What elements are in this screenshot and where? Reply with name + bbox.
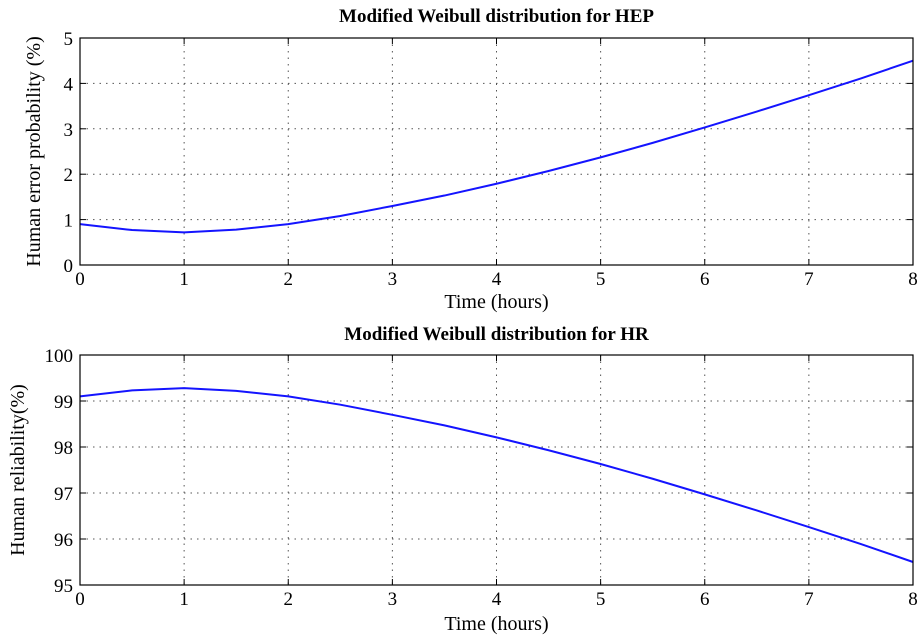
x-tick-label: 1: [179, 589, 189, 610]
x-tick-label: 6: [700, 589, 710, 610]
y-tick-label: 2: [64, 165, 74, 186]
x-tick-label: 4: [492, 269, 502, 290]
x-tick-label: 0: [75, 269, 85, 290]
x-tick-label: 6: [700, 269, 710, 290]
series-line-1: [79, 387, 914, 563]
plot-frame: [79, 354, 914, 586]
x-tick-label: 0: [75, 589, 85, 610]
x-tick-label: 8: [908, 589, 918, 610]
y-tick-label: 96: [54, 530, 73, 551]
x-tick-label: 5: [596, 589, 606, 610]
x-tick-label: 1: [179, 269, 189, 290]
y-axis-label: Human error probability (%): [23, 36, 45, 266]
y-tick-label: 100: [45, 346, 74, 367]
y-tick-label: 95: [54, 576, 73, 597]
x-axis-label: Time (hours): [444, 291, 548, 313]
y-tick-label: 1: [64, 211, 74, 232]
y-tick-label: 4: [64, 74, 74, 95]
x-tick-label: 8: [908, 269, 918, 290]
x-tick-label: 3: [388, 269, 398, 290]
x-tick-label: 3: [388, 589, 398, 610]
x-tick-label: 7: [804, 589, 814, 610]
y-tick-label: 99: [54, 392, 73, 413]
x-axis-label: Time (hours): [444, 613, 548, 635]
x-tick-label: 2: [284, 269, 294, 290]
y-tick-label: 97: [54, 484, 73, 505]
y-tick-label: 3: [64, 120, 74, 141]
x-tick-label: 2: [284, 589, 294, 610]
plot-frame: [79, 37, 914, 266]
y-tick-label: 98: [54, 438, 73, 459]
chart-title: Modified Weibull distribution for HR: [344, 324, 649, 345]
chart-panel-2: 0 1 2 3 4 5 6 7 8 95 96 97 98 99 100 Modified Weibull d…: [7, 324, 918, 635]
series-line-1: [79, 59, 914, 234]
chart-panel-1: 0 1 2 3 4 5 6 7 8 0 1 2 3 4 5 Modified Weibull distribu…: [23, 6, 918, 313]
y-axis-label: Human reliability(%): [7, 384, 29, 556]
y-tick-label: 0: [64, 256, 74, 277]
chart-title: Modified Weibull distribution for HEP: [339, 6, 654, 27]
y-tick-label: 5: [64, 29, 74, 50]
x-tick-label: 7: [804, 269, 814, 290]
x-tick-label: 5: [596, 269, 606, 290]
x-tick-label: 4: [492, 589, 502, 610]
